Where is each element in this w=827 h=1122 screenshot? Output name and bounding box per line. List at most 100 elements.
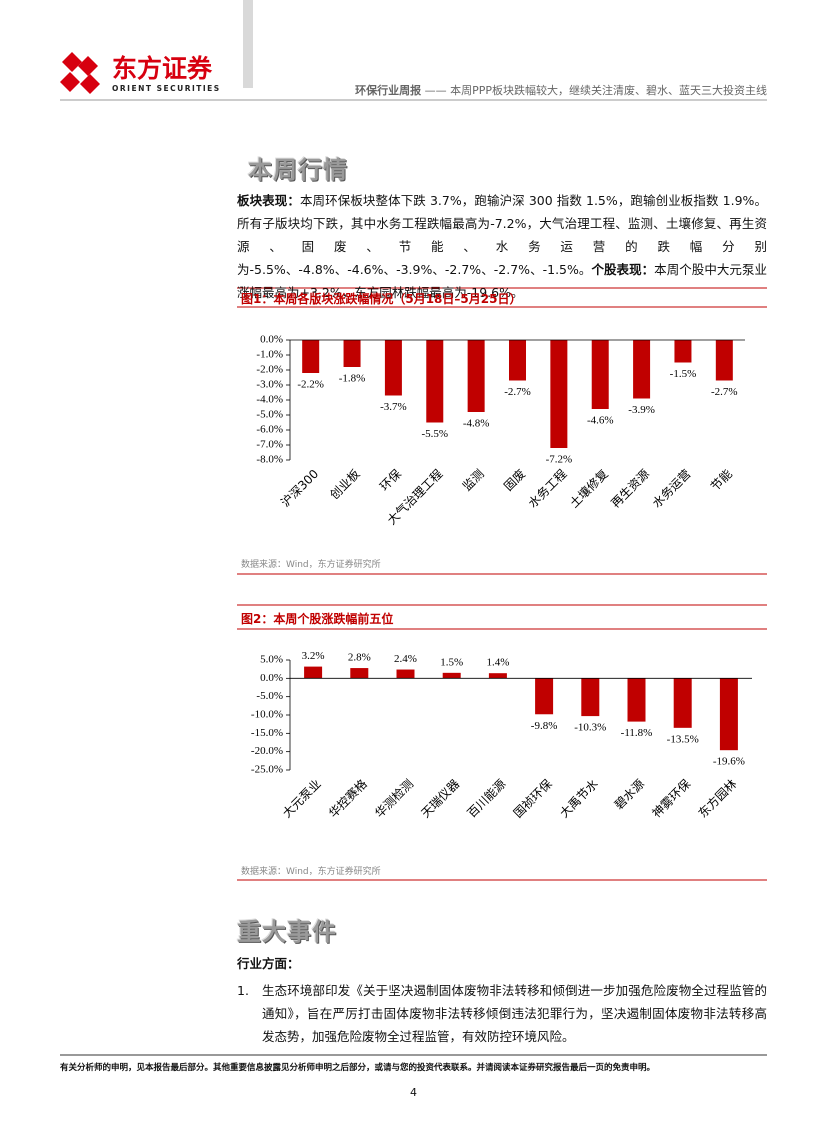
bar bbox=[442, 672, 461, 679]
x-tick-label: 节能 bbox=[708, 467, 735, 494]
bar bbox=[304, 666, 323, 679]
x-tick-label: 华测检测 bbox=[372, 776, 417, 821]
x-tick-label: 国祯环保 bbox=[511, 777, 555, 821]
x-tick-label: 创业板 bbox=[327, 467, 362, 502]
value-label: -3.7% bbox=[380, 401, 407, 413]
value-label: -9.8% bbox=[531, 720, 558, 732]
report-subtitle: —— 本周PPP板块跌幅较大，继续关注清废、碧水、蓝天三大投资主线 bbox=[424, 84, 767, 97]
y-tick-label: -2.0% bbox=[256, 364, 283, 376]
y-tick-label: 0.0% bbox=[260, 672, 283, 684]
y-tick-label: -15.0% bbox=[251, 727, 283, 739]
bar bbox=[581, 678, 600, 717]
figure-source: 数据来源：Wind，东方证券研究所 bbox=[241, 867, 381, 877]
x-tick-label: 固废 bbox=[501, 466, 529, 494]
subheading: 行业方面： bbox=[237, 956, 300, 971]
y-tick-label: -25.0% bbox=[251, 764, 283, 776]
bar bbox=[673, 678, 692, 728]
x-tick-label: 水务工程 bbox=[525, 466, 570, 511]
x-tick-label: 土壤修复 bbox=[566, 466, 611, 511]
bar bbox=[633, 340, 651, 399]
paragraph: 板块表现：本周环保板块整体下跌 3.7%，跑输沪深 300 指数 1.5%，跑输… bbox=[237, 189, 767, 304]
x-tick-label: 华控赛格 bbox=[325, 776, 370, 821]
bar bbox=[343, 340, 361, 367]
figure-title: 图1：本周各版块涨跌幅情况（5月18日–5月25日） bbox=[241, 292, 522, 306]
bar bbox=[467, 340, 485, 412]
bar bbox=[426, 340, 444, 423]
para-text: 本周环保板块整体下跌 3.7%，跑输沪深 300 指数 1.5%，跑输创业板指数… bbox=[237, 193, 767, 277]
bar bbox=[396, 669, 415, 679]
value-label: -2.7% bbox=[711, 386, 738, 398]
value-label: -13.5% bbox=[667, 733, 699, 745]
value-label: -11.8% bbox=[621, 727, 653, 739]
bar bbox=[715, 340, 733, 381]
bar bbox=[674, 340, 692, 363]
bar bbox=[302, 340, 320, 373]
para-label: 板块表现： bbox=[237, 193, 300, 208]
bar bbox=[350, 668, 369, 679]
x-tick-label: 百川能源 bbox=[465, 777, 509, 821]
x-tick-label: 水务运营 bbox=[649, 466, 694, 511]
bar bbox=[627, 678, 646, 722]
y-tick-label: -1.0% bbox=[256, 349, 283, 361]
x-tick-label: 天瑞仪器 bbox=[418, 777, 462, 821]
value-label: -7.2% bbox=[546, 454, 573, 466]
page-number: 4 bbox=[410, 1086, 417, 1099]
y-tick-label: -3.0% bbox=[256, 379, 283, 391]
value-label: 1.4% bbox=[486, 657, 509, 669]
value-label: -2.7% bbox=[504, 386, 531, 398]
value-label: -3.9% bbox=[628, 404, 655, 416]
bar bbox=[488, 673, 507, 679]
x-tick-label: 大禹节水 bbox=[557, 777, 601, 821]
list-text: 生态环境部印发《关于坚决遏制固体废物非法转移和倾倒进一步加强危险废物全过程监管的… bbox=[262, 983, 767, 1044]
y-tick-label: -4.0% bbox=[256, 394, 283, 406]
y-tick-label: -20.0% bbox=[251, 745, 283, 757]
bar bbox=[384, 340, 402, 396]
bar bbox=[550, 340, 568, 448]
logo-en: ORIENT SECURITIES bbox=[112, 84, 221, 93]
y-tick-label: -7.0% bbox=[256, 439, 283, 451]
x-tick-label: 环保 bbox=[377, 467, 404, 494]
y-tick-label: -6.0% bbox=[256, 424, 283, 436]
list-number: 1. bbox=[237, 983, 249, 998]
value-label: 1.5% bbox=[440, 656, 463, 668]
x-tick-label: 东方园林 bbox=[695, 776, 740, 821]
report-header: 环保行业周报 —— 本周PPP板块跌幅较大，继续关注清废、碧水、蓝天三大投资主线 bbox=[355, 82, 767, 98]
bar bbox=[591, 340, 609, 409]
logo-mark bbox=[60, 52, 100, 94]
figure-title: 图2：本周个股涨跌幅前五位 bbox=[241, 612, 394, 626]
value-label: -19.6% bbox=[713, 756, 745, 768]
x-tick-label: 大元泵业 bbox=[280, 777, 324, 821]
x-tick-label: 沪深300 bbox=[278, 467, 321, 510]
section-title: 重大事件 bbox=[237, 918, 337, 946]
bar bbox=[535, 678, 554, 715]
y-tick-label: -8.0% bbox=[256, 454, 283, 466]
y-tick-label: 0.0% bbox=[260, 334, 283, 346]
para-text: 本周个股中大元泵业涨幅最高为+3.2%，东方园林跌幅最高为-19.6%。 bbox=[237, 262, 767, 300]
x-tick-label: 神雾环保 bbox=[649, 777, 693, 821]
value-label: -4.8% bbox=[463, 418, 490, 430]
x-tick-label: 监测 bbox=[460, 467, 487, 494]
y-tick-label: -5.0% bbox=[256, 690, 283, 702]
y-tick-label: -10.0% bbox=[251, 709, 283, 721]
report-title: 环保行业周报 bbox=[355, 84, 422, 97]
para-label: 个股表现： bbox=[591, 262, 655, 277]
y-tick-label: -5.0% bbox=[256, 409, 283, 421]
figure-source: 数据来源：Wind，东方证券研究所 bbox=[241, 560, 381, 570]
y-tick-label: 5.0% bbox=[260, 654, 283, 666]
value-label: -1.5% bbox=[670, 368, 697, 380]
value-label: -2.2% bbox=[297, 379, 324, 391]
section-title: 本周行情 bbox=[248, 156, 348, 184]
bar bbox=[719, 678, 738, 751]
value-label: -5.5% bbox=[421, 428, 448, 440]
value-label: 2.4% bbox=[394, 653, 417, 665]
header-band bbox=[243, 0, 253, 88]
value-label: -1.8% bbox=[339, 373, 366, 385]
value-label: 3.2% bbox=[302, 650, 325, 662]
value-label: -10.3% bbox=[574, 722, 606, 734]
value-label: 2.8% bbox=[348, 652, 371, 664]
x-tick-label: 碧水源 bbox=[612, 777, 647, 812]
bar bbox=[509, 340, 526, 381]
value-label: -4.6% bbox=[587, 415, 614, 427]
